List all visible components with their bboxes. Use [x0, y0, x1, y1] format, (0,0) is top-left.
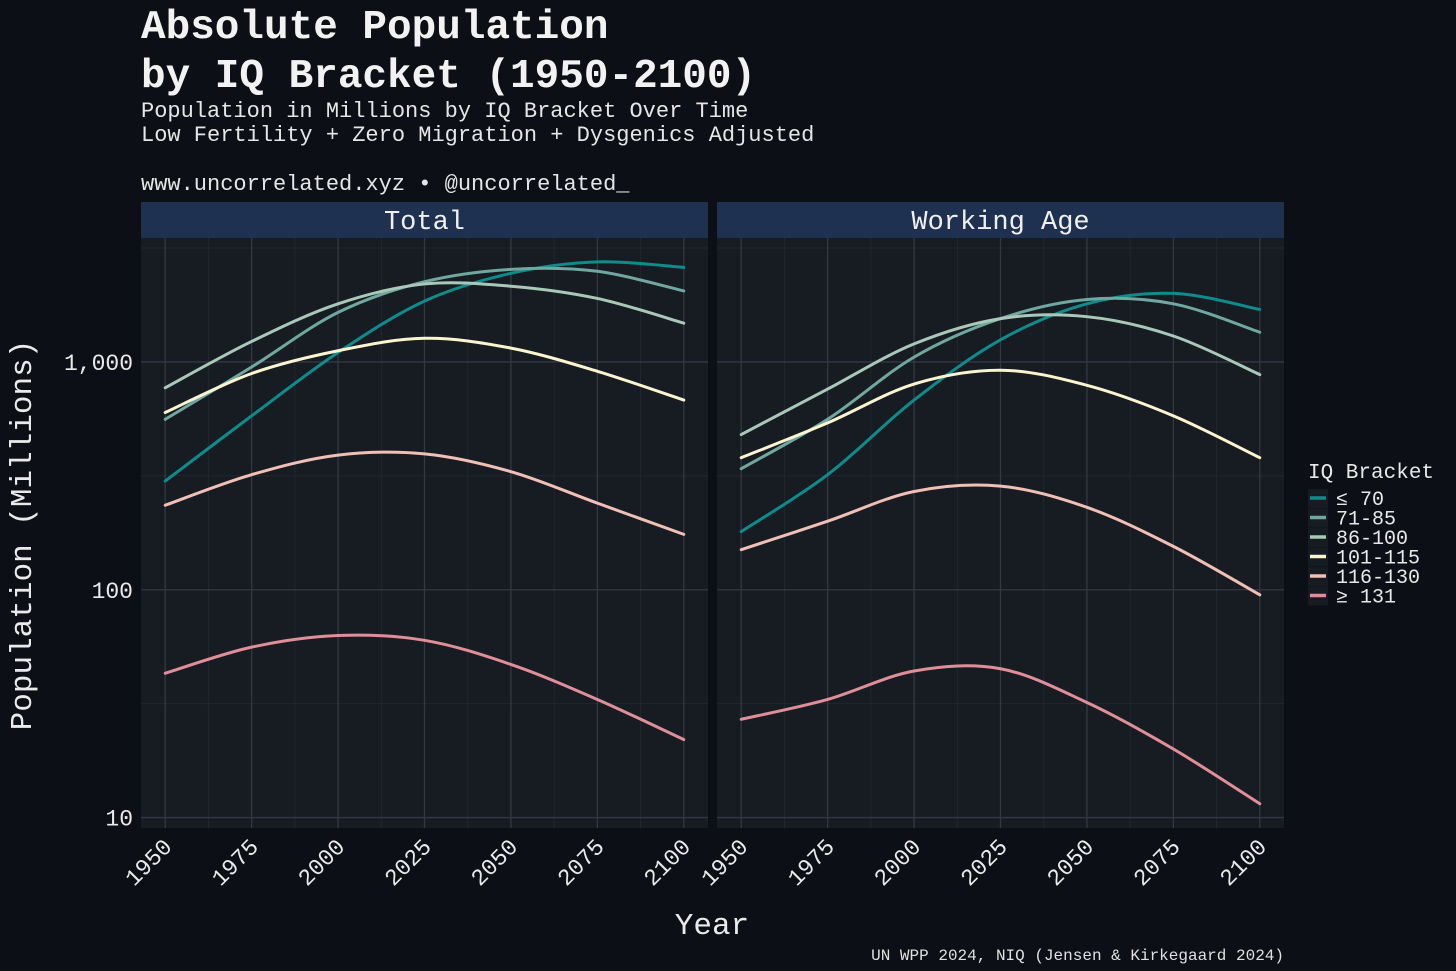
- series-line-2: [163, 281, 686, 390]
- legend-title: IQ Bracket: [1308, 462, 1434, 485]
- legend-label: 71-85: [1336, 509, 1396, 532]
- chart-title-line-2: by IQ Bracket (1950-2100): [141, 54, 756, 100]
- series-line-1: [163, 266, 686, 421]
- legend-label: 116-130: [1336, 567, 1420, 590]
- chart-title-line-1: Absolute Population: [141, 5, 608, 51]
- series-line-4: [163, 450, 686, 536]
- series-line-5: [163, 633, 686, 742]
- legend-label: 101-115: [1336, 548, 1420, 571]
- legend: IQ Bracket ≤ 7071-8586-100101-115116-130…: [1308, 462, 1434, 610]
- series-line-0: [163, 260, 686, 483]
- chart-subtitle-line-2: Low Fertility + Zero Migration + Dysgeni…: [141, 123, 814, 148]
- y-tick-label: 100: [92, 579, 133, 605]
- caption: UN WPP 2024, NIQ (Jensen & Kirkegaard 20…: [871, 947, 1284, 965]
- legend-label: 86-100: [1336, 528, 1408, 551]
- series-line-2: [739, 313, 1262, 437]
- facet-strip-label: Total: [384, 208, 465, 238]
- y-tick-label: 10: [105, 807, 133, 833]
- series-line-0: [739, 291, 1262, 534]
- chart-subtitle-line-1: Population in Millions by IQ Bracket Ove…: [141, 99, 748, 124]
- series-line-3: [739, 368, 1262, 460]
- y-tick-label: 1,000: [64, 351, 133, 377]
- y-axis-title: Population (Millions): [6, 340, 41, 731]
- facet-strip: [141, 202, 708, 238]
- facet-strip: [717, 202, 1284, 238]
- series-line-4: [739, 483, 1262, 597]
- x-axis-title: Year: [675, 909, 749, 944]
- series-line-5: [739, 664, 1262, 806]
- legend-label: ≤ 70: [1336, 489, 1384, 512]
- facet-strip-label: Working Age: [911, 208, 1089, 238]
- series-line-3: [163, 336, 686, 414]
- legend-label: ≥ 131: [1336, 587, 1396, 610]
- chart-subtitle-line-4: www.uncorrelated.xyz • @uncorrelated_: [141, 172, 630, 197]
